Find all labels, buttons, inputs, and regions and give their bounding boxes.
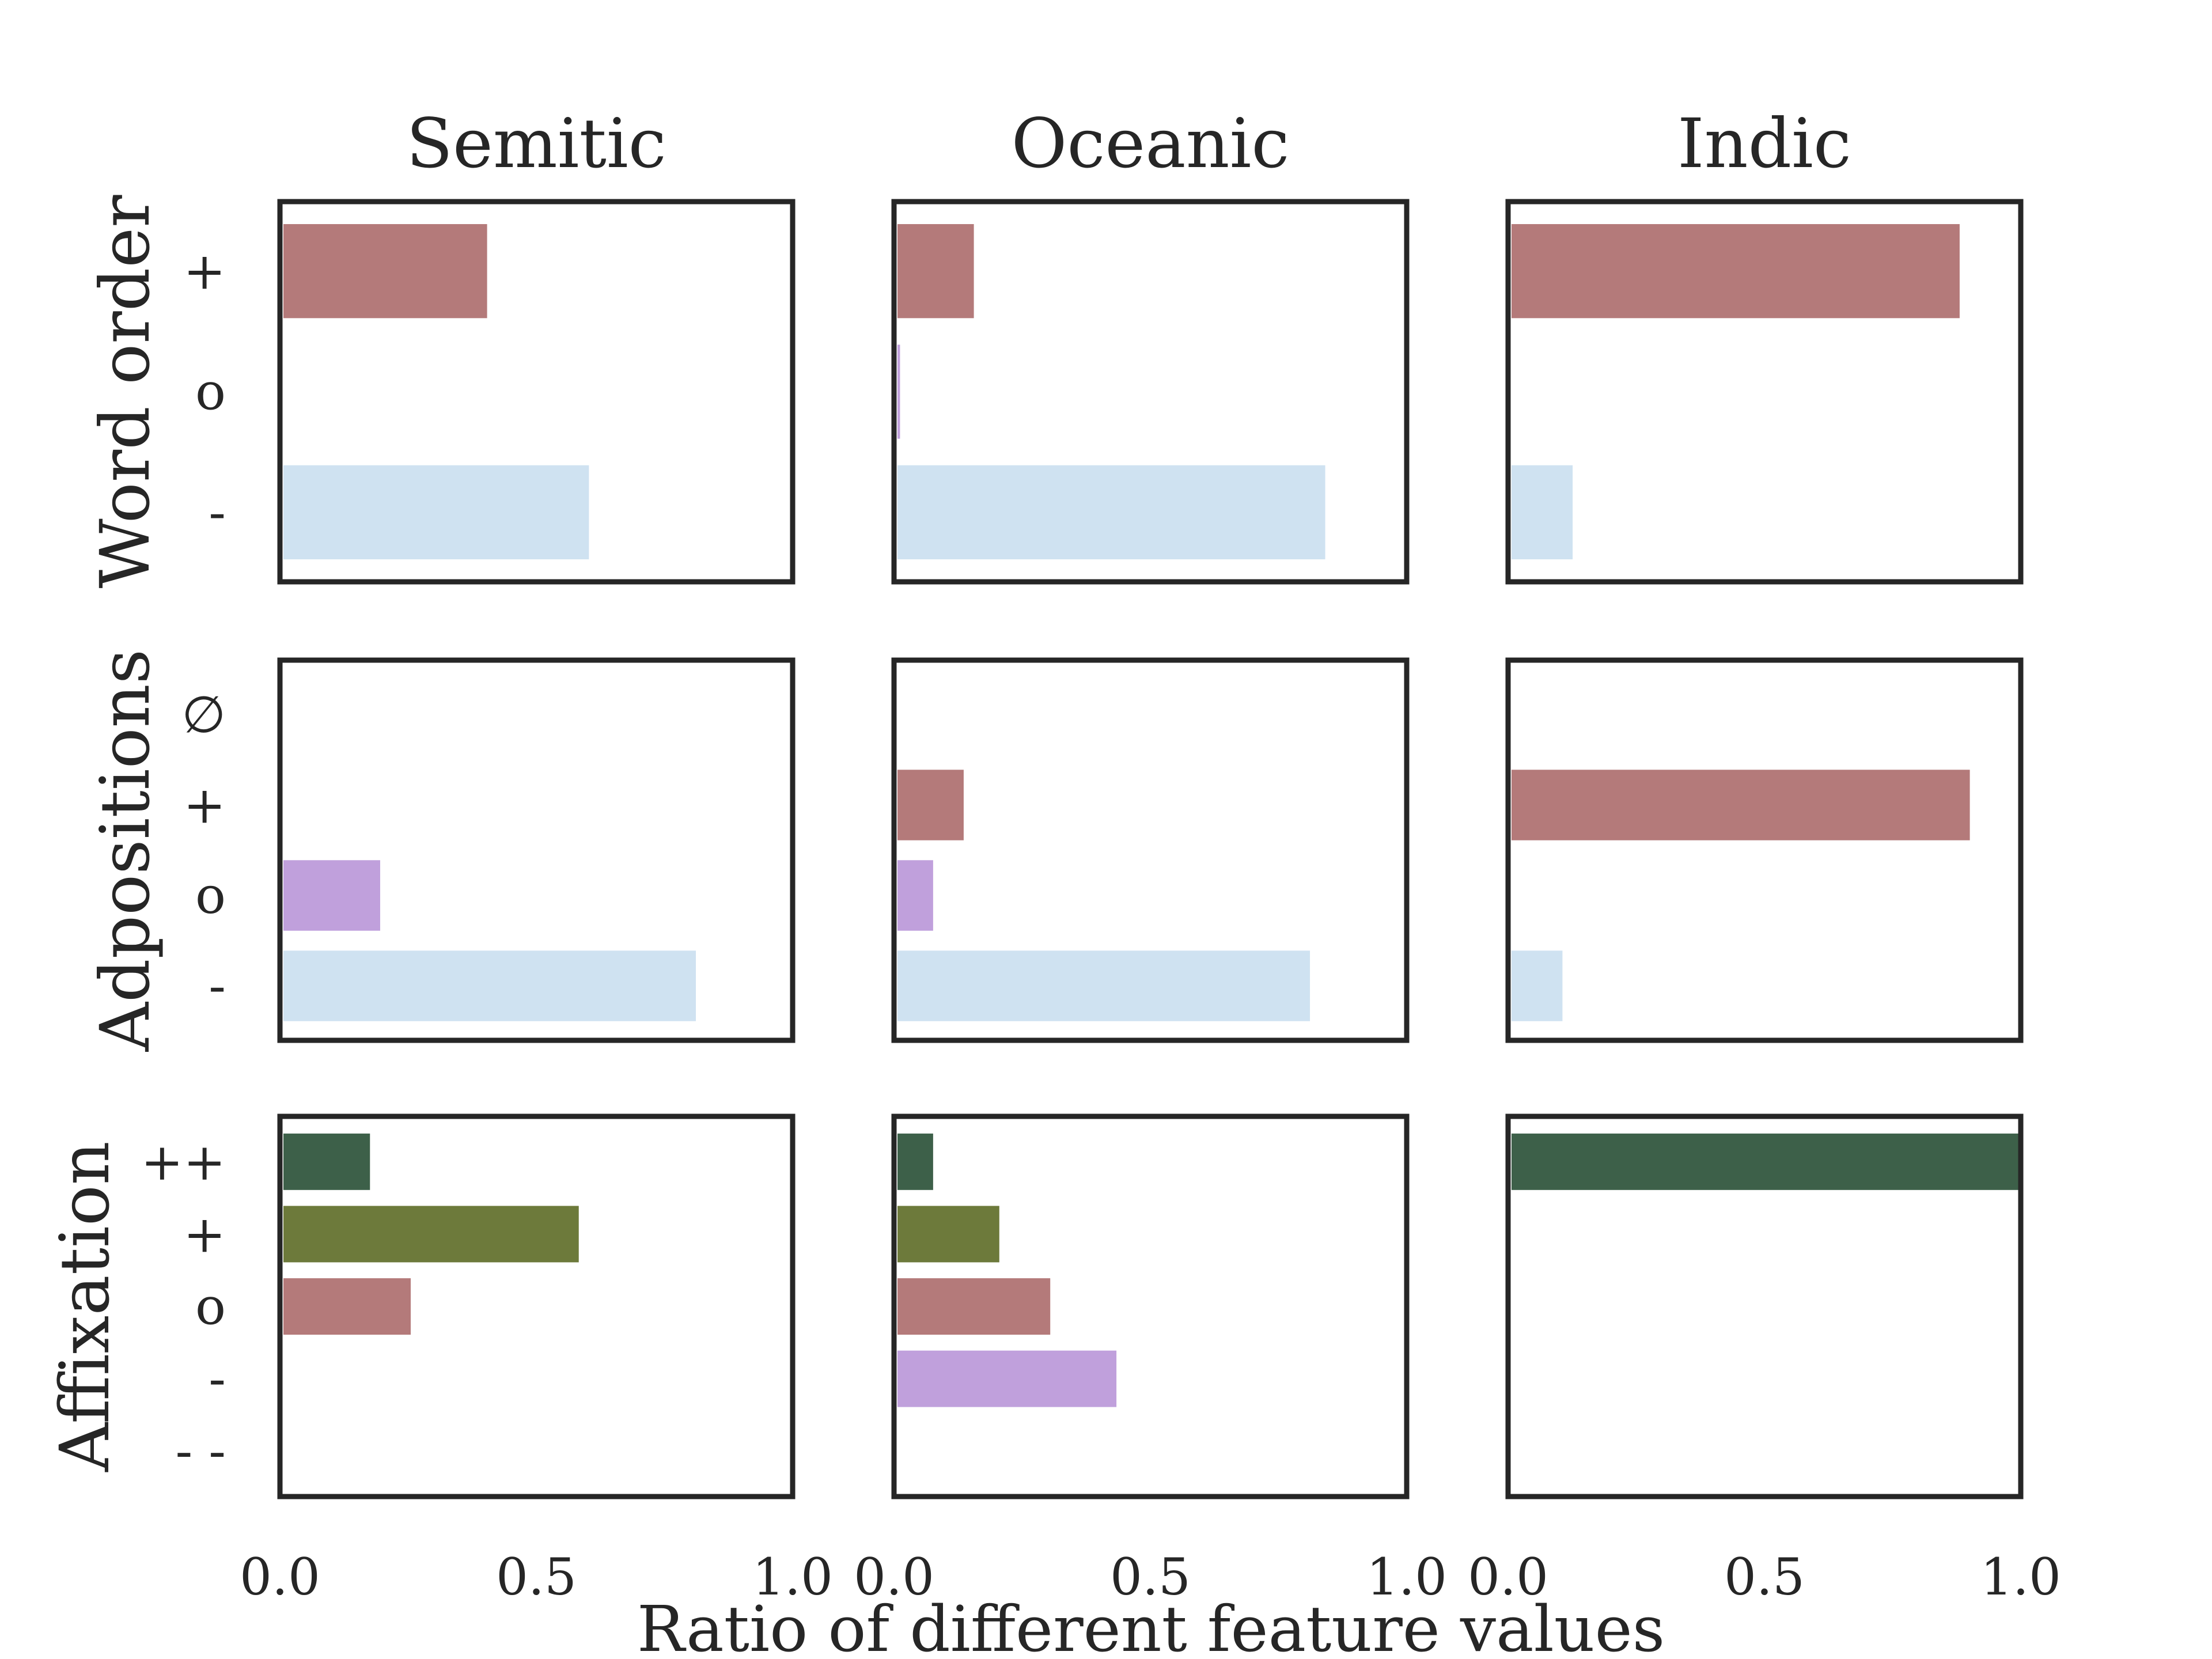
row-label-adpositions: Adpositions <box>85 649 165 1052</box>
panel-affixation-indic <box>1505 1113 2024 1499</box>
panel-adpositions-semitic <box>277 657 796 1043</box>
x-tick-label: 0.5 <box>496 1547 577 1607</box>
y-tick-label: ∅ <box>181 685 226 744</box>
bar <box>283 860 380 931</box>
bar <box>897 224 974 319</box>
bar <box>283 950 696 1021</box>
y-tick-label: + <box>183 1205 226 1264</box>
y-tick-label: - <box>209 1349 226 1408</box>
x-tick-label: 0.5 <box>1110 1547 1191 1607</box>
row-label-affixation: Affixation <box>45 1141 124 1472</box>
panel-frame <box>277 1113 796 1499</box>
panel-word-order-semitic <box>277 199 796 585</box>
panel-frame <box>1505 199 2024 585</box>
panel-word-order-indic <box>1505 199 2024 585</box>
panel-frame <box>277 657 796 1043</box>
panel-affixation-semitic <box>277 1113 796 1499</box>
column-title-semitic: Semitic <box>406 104 666 183</box>
y-tick-label: - <box>209 956 226 1016</box>
bar <box>897 950 1310 1021</box>
panel-frame <box>891 1113 1410 1499</box>
bar <box>283 1133 370 1190</box>
y-tick-label: - - <box>176 1422 226 1481</box>
bar <box>897 1350 1117 1407</box>
bar <box>283 465 589 559</box>
bar <box>283 1206 579 1263</box>
panel-frame <box>1505 1113 2024 1499</box>
bar <box>1512 950 1563 1021</box>
x-tick-label: 1.0 <box>752 1547 833 1607</box>
panel-word-order-oceanic <box>891 199 1410 585</box>
panel-adpositions-indic <box>1505 657 2024 1043</box>
y-tick-label: ++ <box>141 1132 226 1191</box>
panel-grid <box>277 199 2024 1499</box>
bar <box>897 465 1325 559</box>
panel-affixation-oceanic <box>891 1113 1410 1499</box>
bar <box>1512 770 1970 840</box>
bar <box>897 770 964 840</box>
bar <box>283 1278 411 1335</box>
y-tick-label: + <box>183 775 226 835</box>
x-tick-label: 0.0 <box>1468 1547 1548 1607</box>
panel-frame <box>891 199 1410 585</box>
x-tick-label: 0.0 <box>240 1547 320 1607</box>
column-title-oceanic: Oceanic <box>1012 104 1290 183</box>
panel-frame <box>891 657 1410 1043</box>
x-tick-label: 0.5 <box>1724 1547 1805 1607</box>
panel-adpositions-oceanic <box>891 657 1410 1043</box>
row-label-word-order: Word order <box>85 195 165 589</box>
bar <box>283 224 487 319</box>
panel-frame <box>1505 657 2024 1043</box>
y-tick-label: - <box>209 483 226 542</box>
x-axis-label: Ratio of different feature values <box>637 1592 1665 1659</box>
bar <box>897 1133 933 1190</box>
x-tick-label: 1.0 <box>1980 1547 2061 1607</box>
y-tick-label: o <box>195 1277 226 1336</box>
bar <box>1512 224 1960 319</box>
bar <box>897 1278 1051 1335</box>
bar <box>1512 465 1573 559</box>
panel-frame <box>277 199 796 585</box>
y-tick-label: o <box>195 362 226 422</box>
y-tick-label: + <box>183 241 226 301</box>
x-tick-label: 1.0 <box>1366 1547 1447 1607</box>
x-tick-label: 0.0 <box>854 1547 934 1607</box>
bar <box>897 860 933 931</box>
column-title-indic: Indic <box>1677 104 1851 183</box>
bar <box>1512 1133 2021 1190</box>
bar <box>897 1206 999 1263</box>
y-tick-label: o <box>195 866 226 925</box>
bar <box>897 344 900 439</box>
